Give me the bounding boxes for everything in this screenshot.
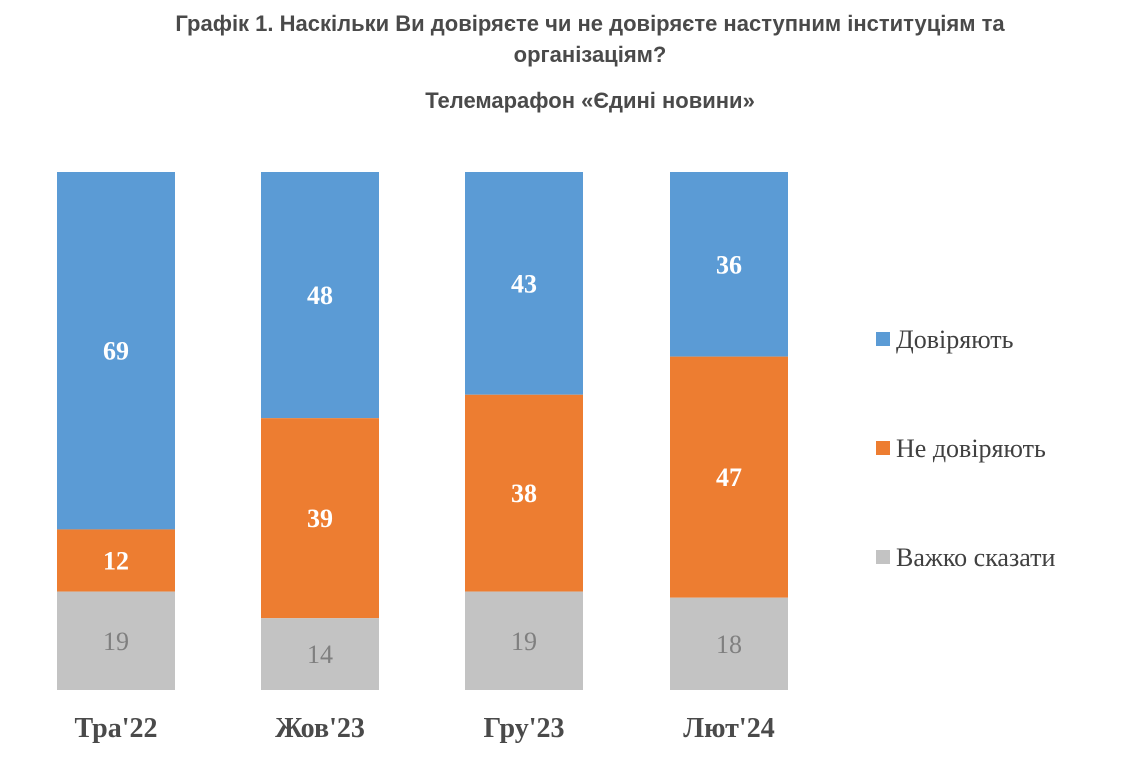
bar-segment-1-3 [465,172,583,395]
legend-label-2: Не довіряють [896,434,1046,463]
legend-label-1: Довіряють [896,325,1014,354]
data-label-2-4: 47 [716,463,742,492]
chart-subtitle: Телемарафон «Єдині новини» [425,88,755,113]
bars-group [57,172,788,690]
bar-segment-3-1 [57,591,175,690]
bar-segment-3-4 [670,597,788,690]
data-label-3-1: 19 [103,627,129,656]
chart-title: Графік 1. Наскільки Ви довіряєте чи не д… [175,11,1005,67]
category-label-4: Лют'24 [683,713,774,744]
legend-swatch-3 [876,550,890,564]
data-label-1-3: 43 [511,269,537,298]
data-label-1-4: 36 [716,250,742,279]
data-label-2-2: 39 [307,504,333,533]
value-labels-group: 69 12 19 48 39 14 43 38 19 36 47 18 [103,250,742,669]
bar-segment-3-3 [465,591,583,690]
data-label-2-1: 12 [103,547,129,576]
data-label-1-1: 69 [103,337,129,366]
category-label-2: Жов'23 [275,713,365,744]
data-label-3-2: 14 [307,640,333,669]
bar-segment-2-4 [670,356,788,598]
bar-segment-1-4 [670,172,788,357]
category-labels-group: Тра'22 Жов'23 Гру'23 Лют'24 [75,713,775,744]
bar-segment-3-2 [261,618,379,690]
bar-segment-1-2 [261,172,379,419]
category-label-1: Тра'22 [75,713,158,744]
data-label-2-3: 38 [511,479,537,508]
category-label-3: Гру'23 [483,713,564,744]
data-label-3-4: 18 [716,630,742,659]
legend-swatch-2 [876,441,890,455]
bar-segment-1-1 [57,172,175,530]
data-label-1-2: 48 [307,281,333,310]
legend-swatch-1 [876,332,890,346]
legend: Довіряють Не довіряють Важко сказати [876,325,1055,572]
legend-label-3: Важко сказати [896,543,1055,572]
bar-segment-2-3 [465,394,583,592]
bar-segment-2-2 [261,418,379,619]
data-label-3-3: 19 [511,627,537,656]
bar-segment-2-1 [57,529,175,592]
